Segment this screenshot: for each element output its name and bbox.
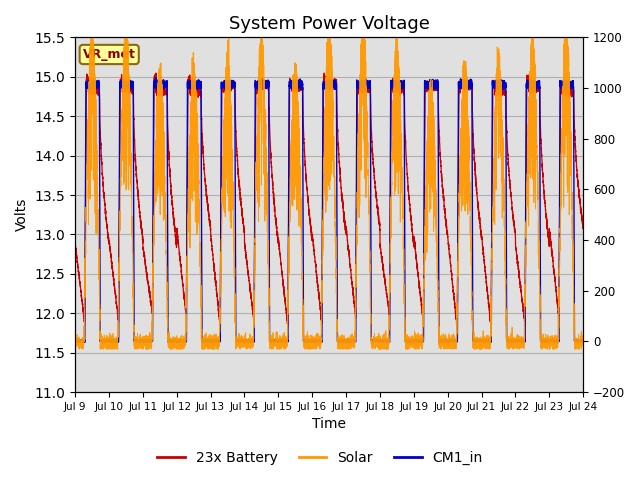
Title: System Power Voltage: System Power Voltage <box>228 15 429 33</box>
Text: VR_met: VR_met <box>83 48 136 61</box>
Legend: 23x Battery, Solar, CM1_in: 23x Battery, Solar, CM1_in <box>152 445 488 471</box>
Y-axis label: Volts: Volts <box>15 198 29 231</box>
X-axis label: Time: Time <box>312 418 346 432</box>
